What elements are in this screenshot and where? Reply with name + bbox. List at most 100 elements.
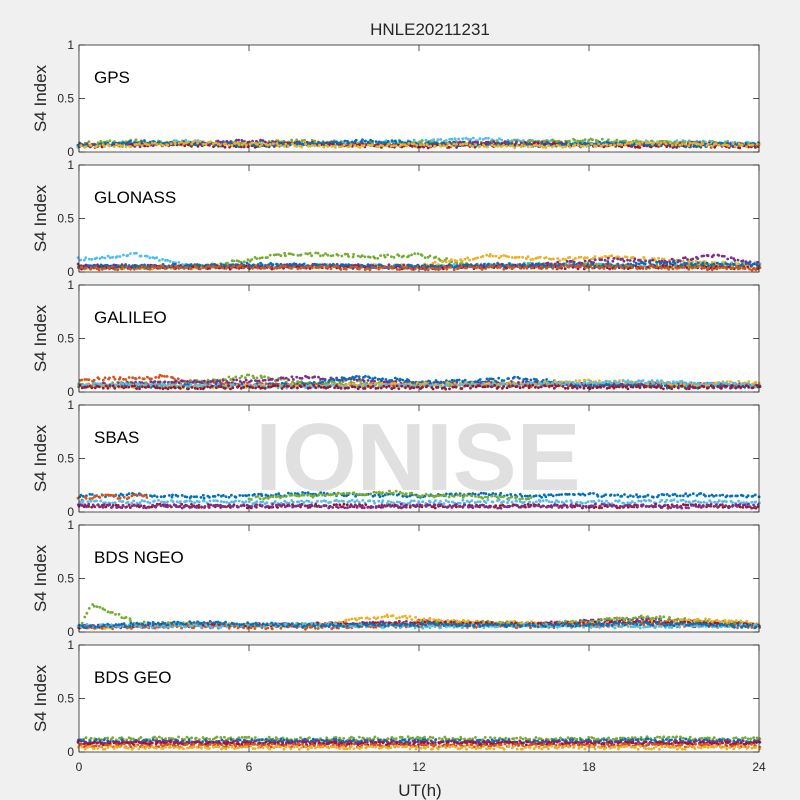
data-point	[381, 377, 384, 381]
data-point	[586, 263, 590, 266]
data-point	[523, 144, 527, 148]
data-point	[371, 139, 374, 143]
data-point	[461, 137, 465, 141]
data-point	[576, 264, 580, 267]
data-point	[335, 378, 339, 382]
data-point	[446, 142, 450, 146]
data-point	[169, 264, 173, 268]
data-point	[693, 262, 697, 266]
data-point	[433, 144, 437, 148]
data-point	[564, 145, 567, 149]
data-point	[489, 253, 492, 256]
data-point	[186, 263, 190, 267]
y-tick-label: 0.5	[57, 92, 74, 106]
data-point	[438, 267, 442, 271]
data-point	[570, 260, 573, 263]
data-point	[529, 258, 533, 261]
data-point	[530, 145, 533, 149]
data-point	[729, 380, 732, 383]
data-point	[160, 374, 164, 378]
data-point	[551, 381, 555, 385]
data-point	[259, 138, 262, 142]
data-point	[158, 259, 161, 262]
data-point	[271, 263, 275, 266]
data-point	[401, 378, 405, 382]
data-point	[295, 138, 298, 142]
data-point	[77, 266, 80, 269]
data-point	[323, 379, 327, 382]
data-point	[455, 259, 459, 263]
data-point	[268, 253, 272, 257]
data-point	[448, 263, 451, 266]
data-point	[234, 375, 238, 379]
data-point	[341, 264, 345, 268]
data-point	[274, 253, 278, 256]
data-point	[583, 256, 587, 260]
data-point	[712, 262, 716, 266]
data-point	[428, 380, 432, 383]
data-point	[704, 381, 708, 385]
data-point	[600, 258, 603, 262]
data-point	[313, 375, 316, 379]
data-point	[324, 252, 327, 256]
data-point	[572, 260, 576, 264]
data-point	[444, 139, 448, 142]
data-point	[644, 259, 647, 263]
data-point	[420, 254, 424, 257]
data-point	[258, 256, 262, 260]
data-point	[668, 141, 672, 145]
data-point	[138, 376, 141, 380]
data-point	[221, 266, 225, 270]
data-point	[608, 267, 611, 271]
data-point	[361, 138, 364, 142]
data-point	[204, 142, 208, 146]
data-point	[591, 138, 594, 142]
data-point	[113, 377, 117, 381]
data-point	[420, 140, 424, 143]
data-point	[439, 138, 443, 141]
data-point	[597, 266, 601, 270]
data-point	[300, 139, 304, 143]
data-point	[336, 265, 340, 269]
data-point	[340, 145, 343, 149]
data-point	[360, 265, 363, 269]
data-point	[129, 267, 132, 271]
data-point	[163, 375, 167, 378]
data-point	[121, 265, 125, 269]
data-point	[597, 381, 600, 385]
data-point	[659, 141, 663, 145]
data-point	[576, 143, 580, 147]
data-point	[326, 145, 330, 148]
data-point	[374, 266, 378, 270]
data-point	[317, 375, 320, 379]
data-point	[190, 142, 194, 146]
data-point	[455, 264, 458, 268]
data-point	[532, 141, 536, 145]
data-point	[410, 253, 413, 257]
data-point	[158, 380, 162, 384]
data-point	[165, 375, 169, 378]
data-point	[346, 145, 350, 149]
data-point	[206, 380, 210, 384]
data-point	[552, 257, 555, 261]
data-point	[707, 264, 710, 268]
data-point	[604, 264, 608, 268]
data-point	[531, 258, 535, 261]
data-point	[255, 143, 259, 146]
data-point	[452, 268, 456, 272]
data-point	[196, 141, 200, 145]
data-point	[450, 137, 454, 141]
data-point	[522, 266, 526, 270]
data-point	[460, 265, 463, 269]
data-point	[294, 262, 298, 266]
data-point	[483, 145, 487, 148]
data-point	[593, 258, 597, 262]
data-point	[183, 144, 187, 148]
data-point	[264, 382, 268, 386]
data-point	[729, 256, 733, 259]
data-point	[125, 382, 128, 386]
data-point	[484, 267, 488, 270]
data-point	[392, 256, 396, 259]
data-point	[481, 382, 485, 385]
data-point	[696, 261, 700, 265]
